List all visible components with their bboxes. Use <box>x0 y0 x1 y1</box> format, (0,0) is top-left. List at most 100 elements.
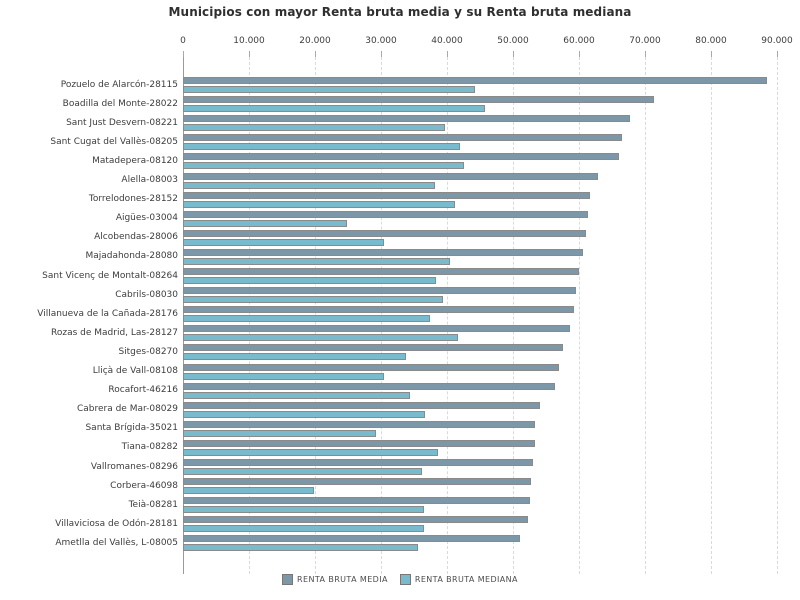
category-label: Lliçà de Vall-08108 <box>92 366 178 376</box>
bar-renta-bruta-mediana <box>183 544 418 552</box>
category-labels-column: Pozuelo de Alarcón-28115 Boadilla del Mon… <box>0 57 178 574</box>
bar-renta-bruta-mediana <box>183 506 424 514</box>
category-label: Matadepera-08120 <box>92 155 178 166</box>
bar-renta-bruta-mediana <box>183 219 348 227</box>
bar-renta-bruta-mediana <box>183 487 315 495</box>
x-tick-mark <box>381 51 382 57</box>
chart-title: Municipios con mayor Renta bruta media y… <box>168 5 632 19</box>
bar-renta-bruta-mediana <box>183 162 464 170</box>
x-tick-mark <box>447 51 448 57</box>
bar-renta-bruta-media <box>183 229 586 237</box>
bar-renta-bruta-mediana <box>183 315 430 323</box>
legend-item: RENTA BRUTA MEDIANA <box>399 574 518 585</box>
x-tick-mark <box>777 51 778 57</box>
bar-renta-bruta-mediana <box>183 353 407 361</box>
bar-renta-bruta-media <box>183 115 630 123</box>
x-tick-mark <box>579 51 580 57</box>
category-label: Majadahonda-28080 <box>85 251 178 262</box>
x-tick-label: 30.000 <box>365 36 397 46</box>
bar-renta-bruta-mediana <box>183 86 475 93</box>
bar-renta-bruta-media <box>183 134 622 142</box>
x-tick-label: 90.000 <box>761 36 793 46</box>
gridline <box>711 57 712 574</box>
bar-renta-bruta-media <box>183 382 555 390</box>
bar-renta-bruta-mediana <box>183 200 455 208</box>
bar-renta-bruta-media <box>183 516 528 524</box>
category-label: Aigües-03004 <box>115 213 178 224</box>
bar-renta-bruta-mediana <box>183 429 376 437</box>
bar-renta-bruta-media <box>183 248 583 256</box>
category-label: Rozas de Madrid, Las-28127 <box>51 327 178 338</box>
bar-renta-bruta-mediana <box>183 391 411 399</box>
bar-renta-bruta-mediana <box>183 257 451 265</box>
category-label: Vallromanes-08296 <box>90 461 178 472</box>
x-tick-label: 70.000 <box>629 36 661 46</box>
x-tick-label: 0 <box>180 36 186 46</box>
bar-renta-bruta-media <box>183 363 559 371</box>
bar-renta-bruta-mediana <box>183 238 385 246</box>
bar-renta-bruta-media <box>183 191 591 199</box>
bar-renta-bruta-media <box>183 325 570 333</box>
bar-renta-bruta-media <box>183 77 768 84</box>
legend-label: RENTA BRUTA MEDIANA <box>414 575 518 584</box>
chart-legend: RENTA BRUTA MEDIA RENTA BRUTA MEDIANA <box>0 574 800 585</box>
category-label: Sant Just Desvern-08221 <box>66 117 178 128</box>
x-tick-mark <box>645 51 646 57</box>
bar-renta-bruta-mediana <box>183 181 436 189</box>
bar-renta-bruta-mediana <box>183 468 422 475</box>
bar-renta-bruta-mediana <box>183 143 461 151</box>
bar-renta-bruta-mediana <box>183 296 444 304</box>
x-tick-label: 60.000 <box>563 36 595 46</box>
legend-color-swatch <box>399 574 411 585</box>
gridline <box>579 57 580 574</box>
bar-renta-bruta-media <box>183 153 619 161</box>
x-axis-top: 0 10.000 20.000 30.000 40.000 50.000 60.000 70.… <box>180 36 793 58</box>
bar-renta-bruta-mediana <box>183 105 485 113</box>
category-label: Sant Vicenç de Montalt-08264 <box>42 270 178 281</box>
bar-renta-bruta-media <box>183 439 536 447</box>
x-tick-mark <box>711 51 712 57</box>
x-tick-mark <box>513 51 514 57</box>
bar-renta-bruta-media <box>183 172 599 180</box>
category-label: Torrelodones-28152 <box>88 194 178 205</box>
bar-renta-bruta-media <box>183 401 541 409</box>
x-tick-label: 40.000 <box>431 36 463 46</box>
x-tick-label: 20.000 <box>299 36 331 46</box>
bar-renta-bruta-mediana <box>183 410 425 418</box>
category-label: Pozuelo de Alarcón-28115 <box>60 79 178 90</box>
legend-color-swatch <box>282 574 294 585</box>
bar-renta-bruta-media <box>183 287 576 295</box>
x-tick-mark <box>315 51 316 57</box>
gridline <box>447 57 448 574</box>
gridline <box>645 57 646 574</box>
category-label: Sant Cugat del Vallès-08205 <box>50 136 178 147</box>
bar-renta-bruta-media <box>183 478 531 486</box>
category-label: Santa Brígida-35021 <box>85 423 178 434</box>
bar-renta-bruta-mediana <box>183 124 446 132</box>
bar-renta-bruta-mediana <box>183 334 458 342</box>
category-label: Teià-08281 <box>128 499 178 510</box>
legend-item: RENTA BRUTA MEDIA <box>282 574 388 585</box>
category-label: Rocafort-46216 <box>108 385 178 396</box>
bar-renta-bruta-media <box>183 96 654 104</box>
category-label: Corbera-46098 <box>110 480 178 491</box>
category-label: Sitges-08270 <box>118 346 178 357</box>
category-label: Boadilla del Monte-28022 <box>62 98 178 109</box>
bar-renta-bruta-mediana <box>183 525 424 533</box>
category-label: Ametlla del Vallès, L-08005 <box>55 537 178 548</box>
category-label: Alcobendas-28006 <box>94 232 178 243</box>
category-label: Tiana-08282 <box>121 442 178 453</box>
legend-label: RENTA BRUTA MEDIA <box>297 575 388 584</box>
bar-renta-bruta-media <box>183 306 575 314</box>
x-tick-label: 80.000 <box>695 36 727 46</box>
bar-renta-bruta-media <box>183 459 533 466</box>
bar-renta-bruta-media <box>183 344 563 352</box>
bar-renta-bruta-mediana <box>183 372 384 380</box>
category-label: Villanueva de la Cañada-28176 <box>37 308 178 319</box>
bar-renta-bruta-media <box>183 535 520 543</box>
category-label: Cabrera de Mar-08029 <box>76 404 178 415</box>
bar-renta-bruta-mediana <box>183 448 439 456</box>
category-label: Cabrils-08030 <box>115 289 178 300</box>
bar-renta-bruta-media <box>183 268 580 275</box>
x-tick-mark <box>249 51 250 57</box>
